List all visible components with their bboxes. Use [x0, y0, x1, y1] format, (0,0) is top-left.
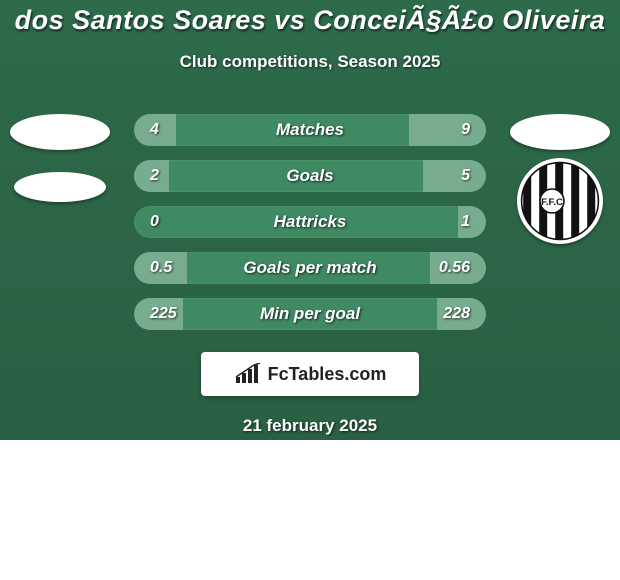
stat-right-value: 1	[461, 213, 470, 231]
chart-icon	[234, 363, 262, 385]
page-title: dos Santos Soares vs ConceiÃ§Ã£o Oliveir…	[0, 5, 620, 36]
stat-left-value: 4	[150, 121, 159, 139]
stat-row: 2 Goals 5	[134, 160, 486, 192]
stat-row: 4 Matches 9	[134, 114, 486, 146]
right-side: F.F.C	[500, 114, 620, 244]
stat-left-value: 2	[150, 167, 159, 185]
stat-row: 0.5 Goals per match 0.56	[134, 252, 486, 284]
left-club-icon	[14, 172, 106, 202]
stat-left-value: 225	[150, 305, 177, 323]
stat-row: 0 Hattricks 1	[134, 206, 486, 238]
stat-label: Hattricks	[274, 212, 347, 232]
right-club-icon: F.F.C	[517, 158, 603, 244]
stat-label: Min per goal	[260, 304, 360, 324]
right-flag-icon	[510, 114, 610, 150]
date-text: 21 february 2025	[0, 416, 620, 436]
stat-label: Matches	[276, 120, 344, 140]
stats-rows: 4 Matches 9 2 Goals 5 0 Hattricks 1 0.5 Goals per …	[134, 114, 486, 330]
stat-label: Goals	[286, 166, 333, 186]
left-side	[0, 114, 120, 202]
stat-left-value: 0.5	[150, 259, 172, 277]
footer-brand-text: FcTables.com	[268, 364, 387, 385]
mid-section: F.F.C 4 Matches 9 2 Goals 5 0 Hattricks 1 0.5 Goal…	[0, 114, 620, 330]
stat-left-value: 0	[150, 213, 159, 231]
svg-text:F.F.C: F.F.C	[541, 197, 563, 208]
subtitle: Club competitions, Season 2025	[0, 52, 620, 72]
comparison-card: dos Santos Soares vs ConceiÃ§Ã£o Oliveir…	[0, 0, 620, 440]
stat-label: Goals per match	[243, 258, 376, 278]
footer-brand-box: FcTables.com	[201, 352, 419, 396]
fill-right	[423, 160, 486, 192]
fill-right	[409, 114, 486, 146]
stat-right-value: 228	[443, 305, 470, 323]
stat-right-value: 9	[461, 121, 470, 139]
stat-right-value: 0.56	[439, 259, 470, 277]
left-flag-icon	[10, 114, 110, 150]
stat-right-value: 5	[461, 167, 470, 185]
stat-row: 225 Min per goal 228	[134, 298, 486, 330]
